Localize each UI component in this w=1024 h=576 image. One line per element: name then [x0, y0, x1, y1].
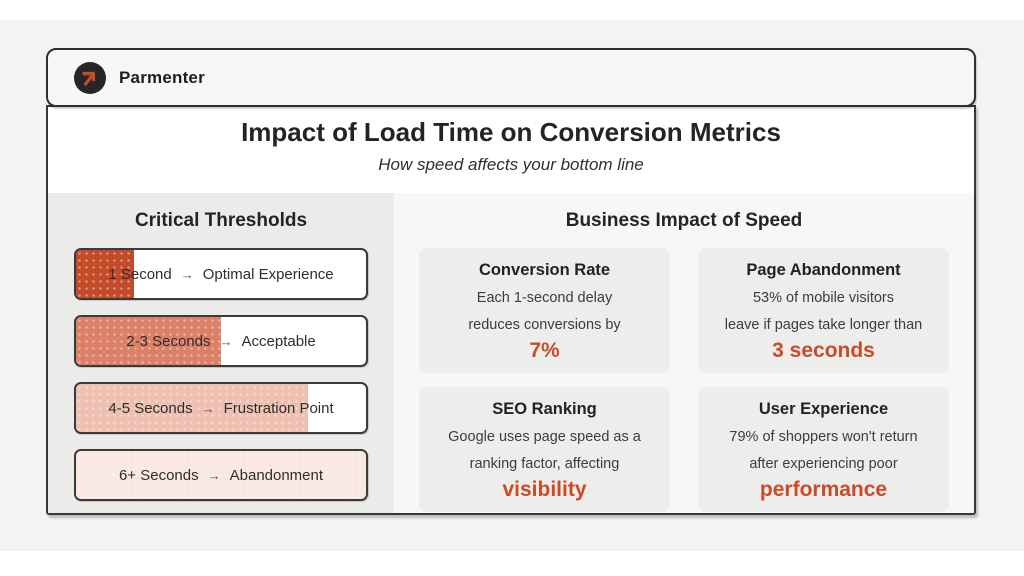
impact-cards-grid: Conversion Rate Each 1-second delay redu… — [419, 248, 949, 512]
critical-thresholds-panel: Critical Thresholds 1 Second → Optimal E… — [48, 193, 394, 513]
threshold-bars: 1 Second → Optimal Experience 2-3 Second… — [74, 248, 368, 501]
threshold-label: 6+ Seconds → Abandonment — [76, 451, 366, 499]
title-band: Impact of Load Time on Conversion Metric… — [48, 107, 974, 193]
impact-card-highlight: visibility — [502, 477, 587, 501]
impact-card-text: Google uses page speed as a — [448, 428, 641, 445]
impact-card-highlight: 7% — [529, 338, 560, 362]
threshold-bar-1-second: 1 Second → Optimal Experience — [74, 248, 368, 300]
infographic-card: Parmenter Impact of Load Time on Convers… — [46, 48, 976, 515]
impact-card-highlight: performance — [759, 477, 888, 501]
threshold-fill — [76, 250, 134, 298]
impact-card-text: ranking factor, affecting — [469, 456, 620, 473]
thresholds-heading: Critical Thresholds — [134, 210, 308, 231]
threshold-label: 4-5 Seconds → Frustration Point — [76, 384, 366, 432]
impact-card-highlight: 3 seconds — [772, 338, 875, 362]
impact-card-page-abandonment: Page Abandonment 53% of mobile visitors … — [698, 248, 949, 373]
impact-card-seo-ranking: SEO Ranking Google uses page speed as a … — [419, 386, 670, 512]
threshold-time: 2-3 Seconds — [126, 332, 211, 350]
threshold-desc: Abandonment — [229, 466, 324, 484]
threshold-fill — [76, 451, 366, 499]
threshold-time: 1 Second — [108, 265, 172, 283]
page-subtitle: How speed affects your bottom line — [378, 155, 644, 174]
logo-strip: Parmenter — [46, 48, 976, 107]
page-title: Impact of Load Time on Conversion Metric… — [241, 117, 781, 147]
threshold-desc: Optimal Experience — [202, 265, 334, 283]
brand-name: Parmenter — [119, 67, 205, 87]
impact-card-text: after experiencing poor — [749, 456, 898, 473]
impact-card-title: SEO Ranking — [492, 399, 597, 418]
threshold-label: 1 Second → Optimal Experience — [76, 250, 366, 298]
impact-heading: Business Impact of Speed — [565, 210, 803, 231]
business-impact-panel: Business Impact of Speed Conversion Rate… — [394, 193, 974, 513]
threshold-label: 2-3 Seconds → Acceptable — [76, 317, 366, 365]
impact-card-text: reduces conversions by — [468, 317, 621, 334]
arrow-right-icon: → — [219, 333, 233, 349]
threshold-time: 4-5 Seconds — [108, 399, 193, 417]
arrow-right-icon: → — [201, 400, 215, 416]
impact-card-title: User Experience — [758, 399, 889, 418]
impact-card-text: Each 1-second delay — [476, 290, 613, 306]
arrow-right-icon: → — [180, 266, 194, 282]
threshold-desc: Frustration Point — [223, 399, 334, 417]
impact-card-text: 53% of mobile visitors — [752, 290, 895, 306]
impact-card-user-experience: User Experience 79% of shoppers won't re… — [698, 386, 949, 512]
threshold-fill — [76, 317, 221, 365]
impact-card-title: Page Abandonment — [746, 261, 901, 279]
impact-card-text: leave if pages take longer than — [724, 317, 923, 334]
impact-card-conversion-rate: Conversion Rate Each 1-second delay redu… — [419, 248, 670, 373]
impact-card-title: Conversion Rate — [478, 261, 611, 279]
threshold-time: 6+ Seconds — [118, 466, 199, 484]
impact-card-text: 79% of shoppers won't return — [729, 428, 918, 445]
threshold-bar-4-5-seconds: 4-5 Seconds → Frustration Point — [74, 382, 368, 434]
threshold-bar-6-plus-seconds: 6+ Seconds → Abandonment — [74, 449, 368, 501]
parmenter-logo-icon — [74, 61, 106, 94]
content-row: Critical Thresholds 1 Second → Optimal E… — [48, 193, 974, 513]
threshold-fill — [76, 384, 308, 432]
threshold-bar-2-3-seconds: 2-3 Seconds → Acceptable — [74, 315, 368, 367]
threshold-desc: Acceptable — [241, 332, 316, 350]
arrow-right-icon: → — [207, 467, 221, 483]
card-body: Impact of Load Time on Conversion Metric… — [46, 105, 976, 515]
